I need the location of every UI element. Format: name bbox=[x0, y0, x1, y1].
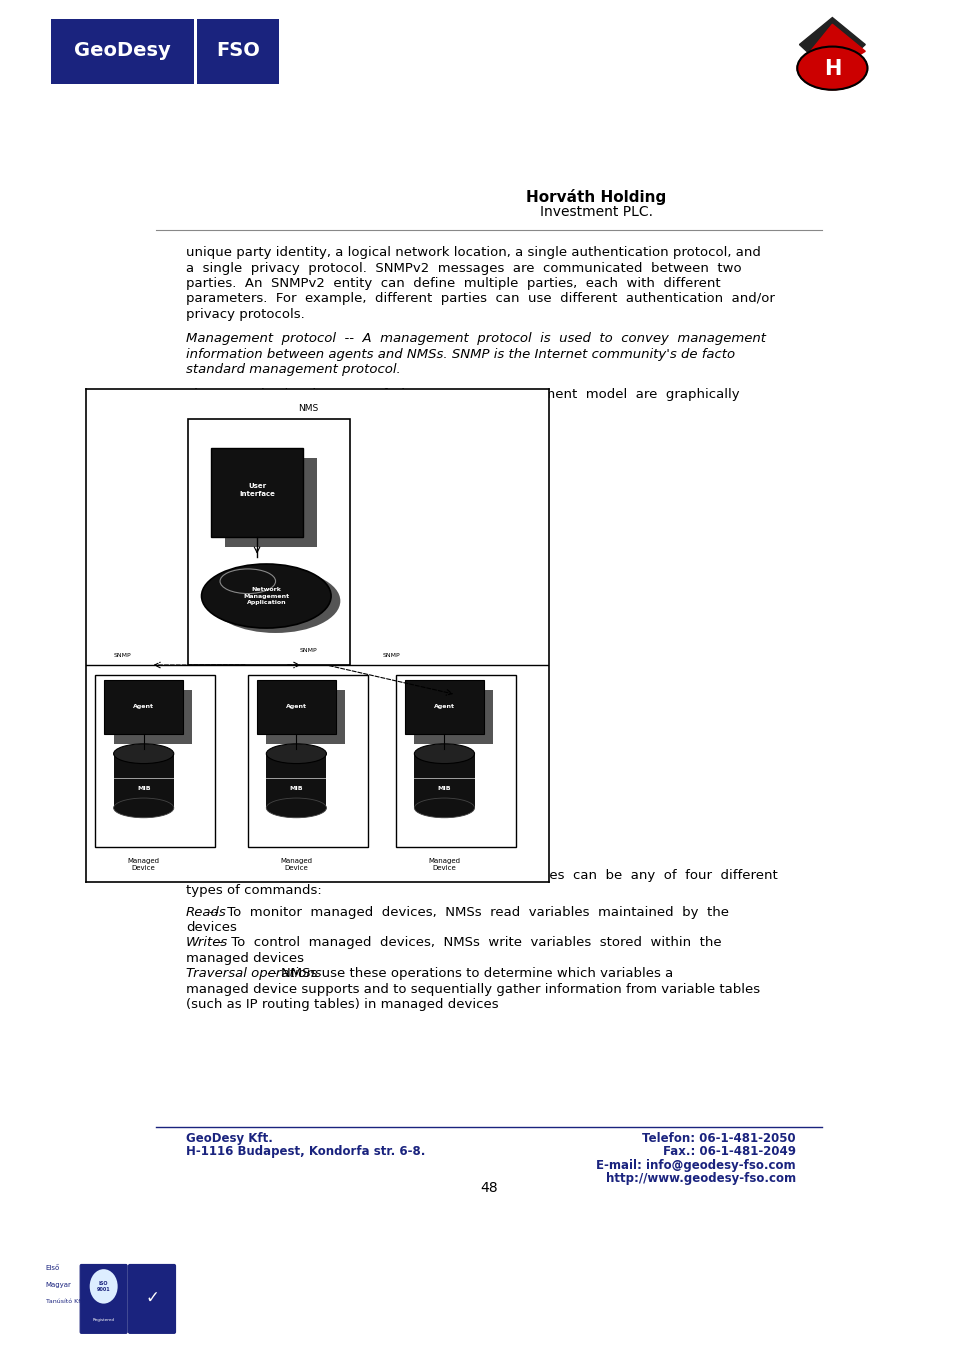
Text: Telefon: 06-1-481-2050: Telefon: 06-1-481-2050 bbox=[641, 1131, 795, 1145]
FancyBboxPatch shape bbox=[46, 14, 283, 89]
Text: unique party identity, a logical network location, a single authentication proto: unique party identity, a logical network… bbox=[186, 246, 760, 259]
Text: E-mail: info@geodesy-fso.com: E-mail: info@geodesy-fso.com bbox=[596, 1158, 795, 1172]
FancyBboxPatch shape bbox=[104, 680, 183, 734]
Text: SNMP: SNMP bbox=[114, 652, 132, 657]
Text: types of commands:: types of commands: bbox=[186, 884, 321, 898]
Text: Agent: Agent bbox=[434, 705, 455, 709]
FancyBboxPatch shape bbox=[113, 690, 193, 744]
Text: MIB: MIB bbox=[290, 786, 303, 791]
Text: parties.  An  SNMPv2  entity  can  define  multiple  parties,  each  with  diffe: parties. An SNMPv2 entity can define mul… bbox=[186, 277, 720, 290]
Text: information between agents and NMSs. SNMP is the Internet community's de facto: information between agents and NMSs. SNM… bbox=[186, 348, 734, 360]
Ellipse shape bbox=[113, 744, 173, 764]
Text: -- NMSs use these operations to determine which variables a: -- NMSs use these operations to determin… bbox=[262, 967, 672, 980]
Text: ✓: ✓ bbox=[145, 1288, 159, 1307]
Text: Network
Management
Application: Network Management Application bbox=[243, 587, 289, 605]
Text: MIB: MIB bbox=[136, 786, 151, 791]
FancyBboxPatch shape bbox=[266, 753, 326, 807]
Text: H-1116 Budapest, Kondorfa str. 6-8.: H-1116 Budapest, Kondorfa str. 6-8. bbox=[186, 1145, 425, 1158]
Text: Management  protocol  --  A  management  protocol  is  used  to  convey  managem: Management protocol -- A management prot… bbox=[186, 332, 765, 346]
Text: Horváth Holding: Horváth Holding bbox=[525, 189, 665, 205]
FancyBboxPatch shape bbox=[256, 680, 335, 734]
Text: managed devices: managed devices bbox=[186, 952, 303, 965]
Ellipse shape bbox=[113, 798, 173, 818]
Text: --  To  control  managed  devices,  NMSs  write  variables  stored  within  the: -- To control managed devices, NMSs writ… bbox=[209, 937, 720, 949]
Text: GeoDesy Kft.: GeoDesy Kft. bbox=[186, 1131, 273, 1145]
Circle shape bbox=[90, 1269, 117, 1304]
Text: NMS: NMS bbox=[297, 404, 317, 413]
Text: standard management protocol.: standard management protocol. bbox=[186, 363, 400, 377]
Text: 48: 48 bbox=[479, 1181, 497, 1195]
Text: ISO
9001: ISO 9001 bbox=[97, 1281, 111, 1292]
Text: Magyar: Magyar bbox=[46, 1281, 71, 1288]
Text: Managed
Device: Managed Device bbox=[128, 857, 159, 871]
Text: managed device supports and to sequentially gather information from variable tab: managed device supports and to sequentia… bbox=[186, 983, 760, 995]
Text: SNMP: SNMP bbox=[299, 648, 316, 653]
Ellipse shape bbox=[211, 568, 340, 633]
Text: Investment PLC.: Investment PLC. bbox=[539, 205, 652, 219]
Text: Writes: Writes bbox=[186, 937, 228, 949]
Text: http://www.geodesy-fso.com: http://www.geodesy-fso.com bbox=[605, 1172, 795, 1185]
Ellipse shape bbox=[266, 744, 326, 764]
Text: Reads: Reads bbox=[186, 906, 226, 918]
FancyBboxPatch shape bbox=[211, 448, 303, 537]
Text: Managed
Device: Managed Device bbox=[280, 857, 312, 871]
FancyBboxPatch shape bbox=[113, 753, 173, 807]
FancyBboxPatch shape bbox=[248, 675, 368, 848]
FancyBboxPatch shape bbox=[266, 690, 345, 744]
FancyBboxPatch shape bbox=[95, 675, 215, 848]
Text: .: . bbox=[294, 404, 297, 416]
Text: MIB: MIB bbox=[437, 786, 451, 791]
Text: Figure 1: The Internet Management Model: Figure 1: The Internet Management Model bbox=[186, 431, 550, 446]
Text: Első: Első bbox=[46, 1265, 60, 1270]
Text: a  single  privacy  protocol.  SNMPv2  messages  are  communicated  between  two: a single privacy protocol. SNMPv2 messag… bbox=[186, 262, 740, 274]
Text: privacy protocols.: privacy protocols. bbox=[186, 308, 304, 321]
Ellipse shape bbox=[201, 564, 331, 628]
Text: FSO: FSO bbox=[216, 40, 260, 59]
Text: devices: devices bbox=[186, 921, 236, 934]
Text: (such as IP routing tables) in managed devices: (such as IP routing tables) in managed d… bbox=[186, 998, 497, 1011]
Text: Traversal operations: Traversal operations bbox=[186, 967, 321, 980]
FancyBboxPatch shape bbox=[414, 753, 474, 807]
Ellipse shape bbox=[414, 744, 474, 764]
Text: --  To  monitor  managed  devices,  NMSs  read  variables  maintained  by  the: -- To monitor managed devices, NMSs read… bbox=[205, 906, 728, 918]
FancyBboxPatch shape bbox=[80, 1265, 127, 1334]
Text: represented in: represented in bbox=[186, 404, 288, 416]
Text: Interactions  between  the  NMS  and  managed  devices  can  be  any  of  four  : Interactions between the NMS and managed… bbox=[186, 868, 777, 882]
FancyBboxPatch shape bbox=[414, 690, 493, 744]
Text: H: H bbox=[822, 59, 841, 78]
Polygon shape bbox=[809, 24, 864, 74]
Text: Fax.: 06-1-481-2049: Fax.: 06-1-481-2049 bbox=[662, 1145, 795, 1158]
Text: GeoDesy: GeoDesy bbox=[74, 40, 171, 59]
Text: Agent: Agent bbox=[133, 705, 154, 709]
Text: Tanúsító Kft.: Tanúsító Kft. bbox=[46, 1299, 85, 1304]
Text: parameters.  For  example,  different  parties  can  use  different  authenticat: parameters. For example, different parti… bbox=[186, 293, 774, 305]
Text: SNMP: SNMP bbox=[382, 652, 399, 657]
Text: Managed
Device: Managed Device bbox=[428, 857, 460, 871]
Circle shape bbox=[797, 47, 866, 89]
Text: Agent: Agent bbox=[286, 705, 307, 709]
Ellipse shape bbox=[266, 798, 326, 818]
Text: User
Interface: User Interface bbox=[239, 483, 274, 497]
FancyBboxPatch shape bbox=[224, 458, 316, 547]
FancyBboxPatch shape bbox=[51, 19, 193, 84]
Ellipse shape bbox=[414, 798, 474, 818]
FancyBboxPatch shape bbox=[405, 680, 483, 734]
FancyBboxPatch shape bbox=[197, 19, 279, 84]
Text: The  most  basic  elements  of  the  Internet  management  model  are  graphical: The most basic elements of the Internet … bbox=[186, 387, 739, 401]
FancyBboxPatch shape bbox=[395, 675, 516, 848]
FancyBboxPatch shape bbox=[129, 1265, 175, 1334]
Text: Registered: Registered bbox=[92, 1319, 114, 1323]
Text: Figure 1: Figure 1 bbox=[253, 404, 308, 416]
Polygon shape bbox=[799, 18, 864, 78]
FancyBboxPatch shape bbox=[188, 418, 349, 666]
